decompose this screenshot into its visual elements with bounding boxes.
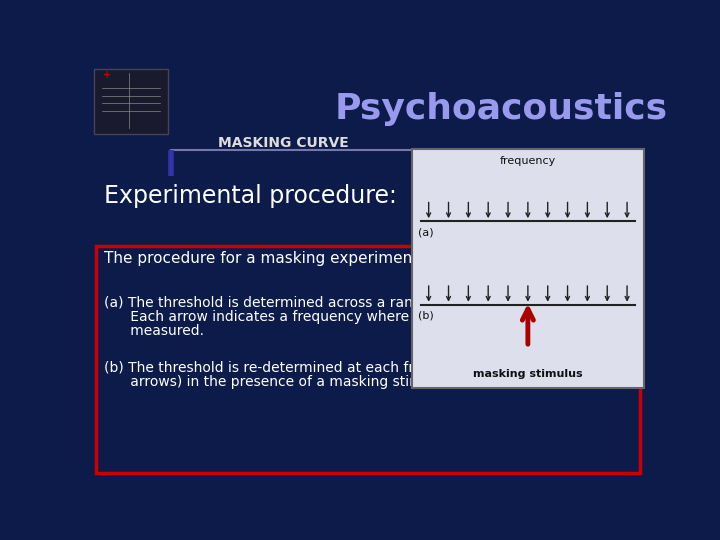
Text: arrows) in the presence of a masking stimulus (large arrow): arrows) in the presence of a masking sti… [104, 375, 546, 389]
Bar [94, 69, 168, 134]
Text: (a) The threshold is determined across a range of frequencies.: (a) The threshold is determined across a… [104, 296, 538, 310]
Text: MASKING CURVE: MASKING CURVE [218, 136, 348, 150]
Text: Psychoacoustics: Psychoacoustics [334, 92, 667, 126]
Text: Each arrow indicates a frequency where the threshold is: Each arrow indicates a frequency where t… [104, 309, 521, 323]
Text: (b) The threshold is re-determined at each frequency (small: (b) The threshold is re-determined at ea… [104, 361, 520, 375]
Text: (b): (b) [418, 311, 433, 321]
Bar [96, 246, 640, 473]
Text: masking stimulus: masking stimulus [473, 369, 582, 379]
Text: The procedure for a masking experiment.: The procedure for a masking experiment. [104, 251, 423, 266]
Bar [412, 150, 644, 388]
Text: measured.: measured. [104, 323, 204, 338]
Text: +: + [103, 70, 111, 80]
Text: Experimental procedure:: Experimental procedure: [104, 184, 397, 208]
Text: (a): (a) [418, 227, 433, 237]
Text: frequency: frequency [500, 156, 556, 166]
